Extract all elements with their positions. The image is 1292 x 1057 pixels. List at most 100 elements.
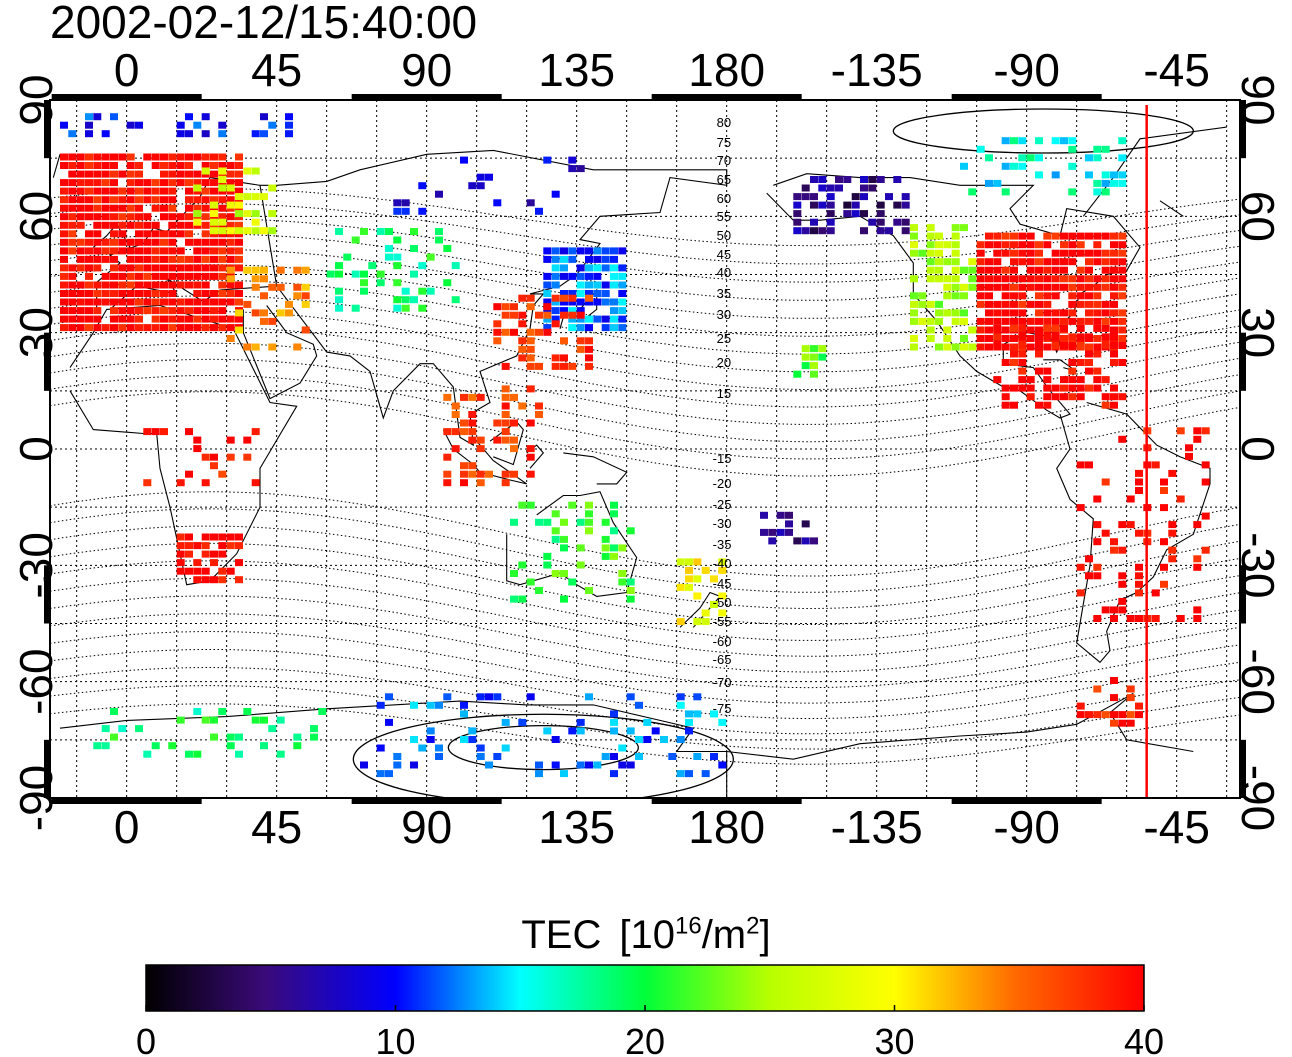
tec-cell bbox=[235, 576, 243, 584]
tec-cell bbox=[176, 162, 185, 169]
tec-cell bbox=[543, 561, 552, 569]
tec-cell bbox=[1010, 335, 1018, 342]
tec-cell bbox=[543, 281, 552, 289]
tec-cell bbox=[793, 227, 802, 235]
tec-cell bbox=[1043, 241, 1052, 249]
lon-tick-bottom: 0 bbox=[114, 801, 140, 853]
tec-cell bbox=[168, 170, 177, 178]
tec-cell bbox=[251, 309, 260, 317]
tec-cell bbox=[585, 264, 593, 272]
tec-cell bbox=[201, 479, 210, 487]
tec-cell bbox=[985, 309, 993, 317]
tec-cell bbox=[243, 343, 252, 351]
tec-cell bbox=[1076, 589, 1085, 597]
tec-cell bbox=[1010, 350, 1018, 358]
tec-cell bbox=[460, 710, 468, 718]
tec-cell bbox=[201, 162, 210, 169]
tec-cell bbox=[393, 207, 402, 215]
contour-line bbox=[50, 295, 1240, 373]
tec-cell bbox=[1118, 292, 1127, 300]
tec-cell bbox=[201, 550, 210, 558]
tec-cell bbox=[1043, 309, 1052, 317]
tec-cell bbox=[1093, 300, 1102, 308]
tec-cell bbox=[668, 753, 677, 760]
tec-cell bbox=[251, 716, 260, 724]
tec-cell bbox=[235, 315, 243, 323]
tec-cell bbox=[1135, 702, 1143, 710]
tec-cell bbox=[1035, 137, 1043, 145]
tec-cell bbox=[193, 196, 202, 204]
tec-cell bbox=[1076, 249, 1085, 257]
tec-cell bbox=[226, 298, 235, 306]
lat-tick-right: -90 bbox=[1232, 765, 1284, 831]
contour-label: 45 bbox=[717, 247, 731, 262]
tec-cell bbox=[168, 247, 177, 255]
tec-cell bbox=[1085, 384, 1093, 392]
tec-cell bbox=[926, 224, 935, 232]
tec-cell bbox=[226, 196, 235, 204]
tec-cell bbox=[943, 292, 952, 300]
tec-cell bbox=[1035, 275, 1043, 283]
tec-cell bbox=[68, 307, 77, 315]
lon-tick-bottom: 45 bbox=[251, 801, 302, 853]
tec-cell bbox=[1118, 275, 1127, 283]
tec-cell bbox=[568, 362, 577, 370]
tec-cell bbox=[268, 283, 277, 291]
tec-cell bbox=[826, 210, 835, 218]
tec-cell bbox=[1118, 137, 1127, 145]
tec-cell bbox=[943, 309, 952, 317]
tec-cell bbox=[110, 170, 118, 178]
tec-cell bbox=[1076, 384, 1085, 392]
tec-cell bbox=[68, 204, 77, 212]
tec-cell bbox=[618, 324, 627, 332]
tec-cell bbox=[1068, 162, 1077, 170]
tec-cell bbox=[193, 567, 202, 575]
tec-cell bbox=[601, 255, 610, 263]
tec-cell bbox=[360, 279, 368, 287]
tec-cell bbox=[1010, 359, 1018, 366]
tec-cell bbox=[143, 179, 152, 187]
tec-cell bbox=[376, 279, 385, 287]
tec-cell bbox=[418, 304, 427, 312]
tec-cell bbox=[185, 238, 193, 246]
tec-cell bbox=[585, 247, 593, 255]
tec-cell bbox=[535, 207, 543, 215]
tec-cell bbox=[1160, 538, 1168, 546]
tec-cell bbox=[1068, 393, 1077, 401]
tec-cell bbox=[193, 272, 202, 280]
tec-cell bbox=[1026, 300, 1035, 308]
lon-tick-top: 135 bbox=[538, 44, 615, 96]
tec-cell bbox=[135, 162, 143, 169]
tec-cell bbox=[551, 307, 560, 315]
tec-cell bbox=[1110, 342, 1118, 349]
tec-cell bbox=[1010, 137, 1018, 145]
tec-cell bbox=[126, 162, 135, 169]
tec-cell bbox=[1110, 232, 1118, 240]
contour-label: -15 bbox=[713, 451, 732, 466]
tec-cell bbox=[693, 592, 702, 600]
tec-cell bbox=[1060, 266, 1068, 274]
tec-cell bbox=[218, 324, 227, 332]
south-pole-contour bbox=[352, 713, 734, 798]
tec-cell bbox=[893, 218, 902, 226]
tec-cell bbox=[568, 255, 577, 263]
tec-cell bbox=[443, 693, 452, 701]
tec-cell bbox=[193, 290, 202, 297]
tec-cell bbox=[910, 275, 918, 283]
tec-cell bbox=[518, 294, 527, 302]
tec-cell bbox=[610, 281, 618, 289]
tec-cell bbox=[1085, 343, 1093, 351]
tec-cell bbox=[1043, 317, 1052, 325]
tec-cell bbox=[68, 238, 77, 246]
tec-cell bbox=[718, 761, 727, 769]
tec-cell bbox=[226, 179, 235, 187]
tec-cell bbox=[1018, 137, 1027, 145]
tec-cell bbox=[1068, 317, 1077, 325]
tec-cell bbox=[868, 176, 877, 183]
tec-cell bbox=[176, 179, 185, 187]
tec-cell bbox=[1201, 546, 1210, 554]
tec-cell bbox=[1110, 292, 1118, 300]
contour-line bbox=[50, 310, 1240, 390]
tec-cell bbox=[518, 320, 527, 328]
tec-cell bbox=[218, 470, 227, 478]
